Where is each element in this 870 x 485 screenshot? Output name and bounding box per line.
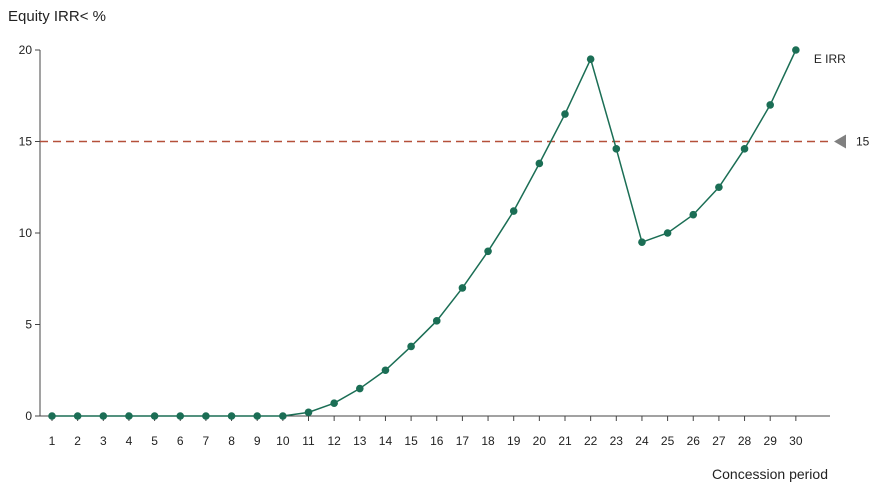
data-point <box>253 412 261 420</box>
y-axis-title: Equity IRR< % <box>8 8 106 25</box>
x-tick-label: 10 <box>276 434 290 448</box>
x-tick-label: 5 <box>151 434 158 448</box>
data-point <box>612 145 621 153</box>
x-tick-label: 19 <box>507 434 521 448</box>
x-tick-label: 2 <box>74 434 81 448</box>
y-tick-label: 10 <box>19 226 33 240</box>
x-tick-label: 14 <box>379 434 393 448</box>
reference-value-label: 15 <box>856 135 870 149</box>
x-tick-label: 1 <box>49 434 56 448</box>
data-point <box>99 412 108 420</box>
x-tick-label: 22 <box>584 434 598 448</box>
y-tick-label: 20 <box>19 43 33 57</box>
data-point <box>381 366 390 375</box>
x-tick-label: 4 <box>126 434 133 448</box>
x-tick-label: 24 <box>635 434 649 448</box>
y-tick-label: 15 <box>19 135 33 149</box>
data-point <box>484 247 492 256</box>
data-point <box>561 110 569 118</box>
x-tick-label: 11 <box>302 434 315 448</box>
data-point <box>48 412 56 420</box>
x-tick-label: 12 <box>327 434 341 448</box>
x-tick-label: 16 <box>430 434 444 448</box>
data-point <box>792 46 800 54</box>
series-line <box>52 49 797 417</box>
x-tick-label: 26 <box>687 434 701 448</box>
data-point <box>407 342 415 351</box>
reference-line-group: 15 <box>40 134 870 149</box>
data-point <box>125 412 133 420</box>
y-tick-label: 5 <box>25 318 32 332</box>
x-tick-label: 18 <box>481 434 495 448</box>
data-point <box>715 183 723 192</box>
x-tick-label: 13 <box>353 434 367 448</box>
x-tick-label: 25 <box>661 434 675 448</box>
x-tick-label: 9 <box>254 434 261 448</box>
x-tick-label: 6 <box>177 434 184 448</box>
reference-marker-icon <box>834 134 846 149</box>
data-point <box>766 101 774 109</box>
x-tick-label: 27 <box>712 434 726 448</box>
x-tick-label: 8 <box>228 434 235 448</box>
data-point <box>509 207 518 215</box>
data-point <box>458 284 467 292</box>
data-point <box>176 412 185 420</box>
data-point <box>356 384 364 393</box>
data-point <box>304 408 313 417</box>
data-point <box>638 238 646 246</box>
x-tick-label: 23 <box>610 434 624 448</box>
data-point <box>202 412 210 420</box>
data-point <box>535 159 544 168</box>
data-point <box>227 412 236 420</box>
data-point <box>689 210 698 219</box>
data-point <box>150 412 159 420</box>
data-point <box>330 399 338 407</box>
x-tick-label: 7 <box>203 434 210 448</box>
x-tick-label: 21 <box>558 434 572 448</box>
x-tick-label: 17 <box>456 434 470 448</box>
x-tick-label: 15 <box>404 434 418 448</box>
x-tick-label: 28 <box>738 434 752 448</box>
x-axis-title: Concession period <box>712 466 828 482</box>
x-tick-label: 20 <box>533 434 547 448</box>
series-group: E IRR <box>48 46 846 420</box>
y-tick-label: 0 <box>25 409 32 423</box>
data-point <box>73 412 82 420</box>
data-point <box>279 412 287 420</box>
x-tick-label: 3 <box>100 434 107 448</box>
data-point <box>586 55 595 63</box>
series-label: E IRR <box>814 52 846 66</box>
data-point <box>663 229 672 237</box>
data-point <box>740 145 749 153</box>
x-tick-label: 29 <box>764 434 778 448</box>
x-tick-label: 30 <box>789 434 803 448</box>
data-point <box>432 317 441 325</box>
